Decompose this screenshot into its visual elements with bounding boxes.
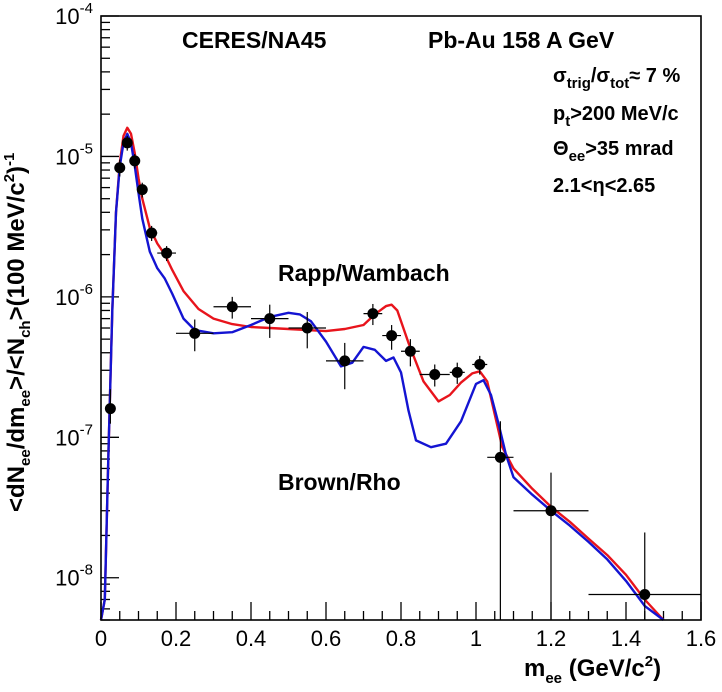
curve-brown-rho (99, 132, 665, 621)
data-point (146, 225, 158, 241)
pt-cut-label: pt>200 MeV/c (553, 103, 679, 130)
data-marker (474, 358, 486, 370)
data-marker (114, 162, 126, 174)
centrality-label: σtrig/σtot≈ 7 % (553, 65, 680, 92)
x-tick-label: 1.6 (686, 626, 717, 651)
data-point (588, 532, 701, 620)
x-tick-label: 1.2 (536, 626, 567, 651)
data-point (487, 421, 514, 620)
x-tick-label: 0.4 (236, 626, 267, 651)
data-point (104, 389, 116, 424)
data-marker (404, 345, 416, 357)
y-tick-label: 10-4 (55, 0, 93, 29)
data-point (382, 325, 401, 350)
data-marker (264, 313, 276, 325)
data-point (363, 303, 383, 326)
data-marker (189, 327, 201, 339)
data-point (472, 355, 488, 375)
data-marker (161, 247, 173, 259)
data-marker (226, 301, 238, 313)
x-tick-label: 0.2 (161, 626, 192, 651)
brown-rho-label: Brown/Rho (278, 469, 401, 495)
data-point (449, 362, 465, 384)
y-tick-label: 10-7 (55, 421, 93, 450)
data-marker (301, 322, 313, 334)
data-point (513, 472, 589, 620)
data-marker (451, 366, 463, 378)
data-point (419, 364, 450, 387)
data-marker (104, 403, 116, 415)
y-tick-label: 10-6 (55, 281, 93, 310)
experiment-label: CERES/NA45 (182, 27, 327, 53)
data-marker (639, 588, 651, 600)
x-tick-label: 1 (470, 626, 482, 651)
data-marker (146, 227, 158, 239)
theory-curves (99, 126, 665, 621)
data-points (104, 135, 701, 620)
system-label: Pb-Au 158 A GeV (428, 27, 615, 53)
data-point (129, 154, 141, 169)
eta-cut-label: 2.1<η<2.65 (553, 175, 655, 197)
data-point (213, 296, 251, 319)
data-point (176, 319, 214, 352)
x-tick-label: 0 (95, 626, 107, 651)
data-point (157, 246, 176, 262)
x-axis-title: mee (GeV/c2) (524, 653, 661, 687)
x-tick-label: 1.4 (611, 626, 642, 651)
data-marker (121, 137, 133, 149)
angle-cut-label: Θee>35 mrad (553, 138, 674, 165)
data-point (121, 135, 133, 151)
data-marker (136, 184, 148, 196)
x-tick-label: 0.8 (386, 626, 417, 651)
data-marker (386, 330, 398, 342)
data-point (326, 342, 364, 390)
data-point (114, 159, 126, 177)
tick-labels: 0 0.2 0.4 0.6 0.8 1 1.2 1.4 1.6 10-8 10-7 10-6 10-5 1… (55, 0, 716, 651)
data-marker (339, 355, 351, 367)
curve-rapp-wambach (99, 126, 665, 621)
y-tick-label: 10-5 (55, 140, 93, 169)
data-point (251, 304, 289, 338)
data-marker (429, 368, 441, 380)
data-point (288, 312, 326, 349)
plot-frame (100, 15, 702, 621)
data-marker (494, 451, 506, 463)
data-point (401, 339, 420, 367)
y-axis-title: <dNee/dmee>/<Nch>(100 MeV/c2)-1 (1, 153, 34, 512)
x-tick-label: 0.6 (311, 626, 342, 651)
data-marker (129, 155, 141, 167)
rapp-wambach-label: Rapp/Wambach (278, 260, 450, 286)
data-marker (367, 308, 379, 320)
y-tick-label: 10-8 (55, 562, 93, 591)
data-marker (545, 505, 557, 517)
data-point (136, 182, 148, 198)
